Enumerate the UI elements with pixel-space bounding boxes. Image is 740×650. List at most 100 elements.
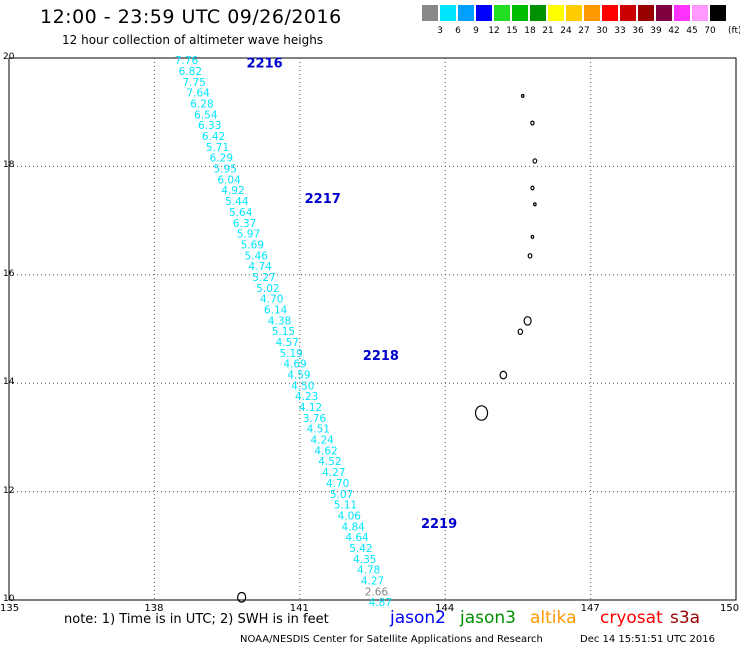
lat-tick-label: 18	[3, 160, 15, 171]
scale-tick-label: 45	[686, 26, 698, 36]
swh-reading: 4.87	[369, 597, 392, 609]
swh-reading: 5.97	[237, 229, 260, 241]
island-outline	[523, 316, 532, 326]
scale-tick-label: 70	[704, 26, 716, 36]
swh-reading: 5.27	[252, 272, 275, 284]
lat-tick-label: 14	[3, 377, 15, 388]
swh-reading: 6.14	[264, 304, 288, 316]
swh-reading: 6.37	[233, 218, 256, 230]
satellite-label-cryosat: cryosat	[600, 608, 663, 628]
island-outline	[527, 253, 533, 259]
satellite-label-jason2: jason2	[390, 608, 446, 628]
swh-reading: 5.71	[206, 142, 229, 154]
swh-reading: 7.64	[186, 88, 210, 100]
scale-swatch	[638, 5, 655, 21]
scale-tick-label: 30	[596, 26, 608, 36]
swh-reading: 6.29	[210, 153, 233, 165]
map-frame	[8, 57, 737, 601]
swh-reading: 5.11	[334, 500, 357, 512]
swh-reading: 4.92	[221, 185, 244, 197]
scale-swatch	[710, 5, 727, 21]
lat-tick-label: 12	[3, 485, 15, 496]
scale-swatch	[656, 5, 673, 21]
scale-tick-label: 12	[488, 26, 500, 36]
swh-reading: 4.62	[314, 445, 337, 457]
swh-reading: 5.69	[241, 239, 264, 251]
swh-reading: 6.04	[217, 174, 241, 186]
scale-tick-label: 27	[578, 26, 590, 36]
scale-tick-label: 24	[560, 26, 572, 36]
lat-tick-label: 16	[3, 268, 15, 279]
swh-reading: 4.70	[260, 294, 283, 306]
swh-reading: 5.95	[214, 164, 237, 176]
swh-reading: 4.27	[361, 575, 384, 587]
scale-swatch	[602, 5, 619, 21]
swh-reading: 4.12	[299, 402, 322, 414]
island-outline	[520, 93, 525, 98]
lon-tick-label: 138	[144, 603, 164, 614]
swh-reading: 4.06	[338, 510, 362, 522]
swh-reading: 4.51	[307, 424, 330, 436]
swh-reading: 5.02	[256, 283, 279, 295]
scale-swatch	[440, 5, 457, 21]
generated-timestamp: Dec 14 15:51:51 UTC 2016	[580, 634, 715, 645]
swh-reading: 7.76	[175, 55, 199, 67]
scale-tick-label: 33	[614, 26, 626, 36]
page-subtitle: 12 hour collection of altimeter wave hei…	[62, 33, 324, 47]
pass-label: 2219	[421, 517, 457, 532]
swh-reading: 4.23	[295, 391, 318, 403]
island-outline	[237, 591, 247, 603]
swh-reading: 5.46	[245, 250, 269, 262]
scale-tick-label: 15	[506, 26, 518, 36]
page-title: 12:00 - 23:59 UTC 09/26/2016	[40, 6, 342, 28]
swh-reading: 4.35	[353, 554, 376, 566]
scale-swatch	[584, 5, 601, 21]
swh-reading: 5.19	[279, 348, 302, 360]
swh-reading: 4.74	[248, 261, 272, 273]
swh-reading: 5.42	[349, 543, 372, 555]
swh-reading: 4.64	[345, 532, 369, 544]
swh-reading: 4.84	[341, 521, 365, 533]
island-outline	[532, 158, 538, 164]
swh-reading: 5.15	[272, 326, 295, 338]
swh-reading: 4.27	[322, 467, 345, 479]
scale-swatch	[548, 5, 565, 21]
lon-tick-label: 141	[289, 603, 309, 614]
lon-tick-label: 147	[580, 603, 600, 614]
satellite-label-s3a: s3a	[670, 608, 701, 628]
pass-label: 2217	[305, 192, 341, 207]
island-outline	[530, 185, 535, 191]
island-outline	[530, 120, 535, 126]
swh-reading: 2.66	[365, 586, 389, 598]
scale-unit: (ft)	[728, 26, 740, 36]
swh-reading: 4.52	[318, 456, 341, 468]
satellite-label-jason3: jason3	[460, 608, 516, 628]
scale-swatch	[692, 5, 709, 21]
island-outline	[533, 202, 537, 207]
swh-reading: 6.33	[198, 120, 221, 132]
island-outline	[499, 370, 508, 380]
island-outline	[517, 328, 524, 335]
swh-reading: 4.70	[326, 478, 349, 490]
swh-reading: 4.59	[287, 370, 310, 382]
scale-swatch	[476, 5, 493, 21]
scale-swatch	[458, 5, 475, 21]
swh-reading: 4.38	[268, 315, 291, 327]
island-outline	[474, 405, 489, 421]
scale-swatch	[620, 5, 637, 21]
scale-swatch	[530, 5, 547, 21]
swh-reading: 6.82	[179, 66, 202, 78]
scale-tick-label: 18	[524, 26, 536, 36]
swh-reading: 6.42	[202, 131, 225, 143]
scale-swatch	[512, 5, 529, 21]
lon-tick-label: 144	[435, 603, 455, 614]
scale-tick-label: 36	[632, 26, 644, 36]
scale-tick-label: 3	[437, 26, 443, 36]
scale-swatch	[674, 5, 691, 21]
swh-reading: 6.28	[190, 99, 213, 111]
swh-reading: 5.64	[229, 207, 253, 219]
swh-reading: 5.07	[330, 489, 353, 501]
swh-reading: 7.75	[183, 77, 206, 89]
swh-reading: 4.50	[291, 380, 314, 392]
